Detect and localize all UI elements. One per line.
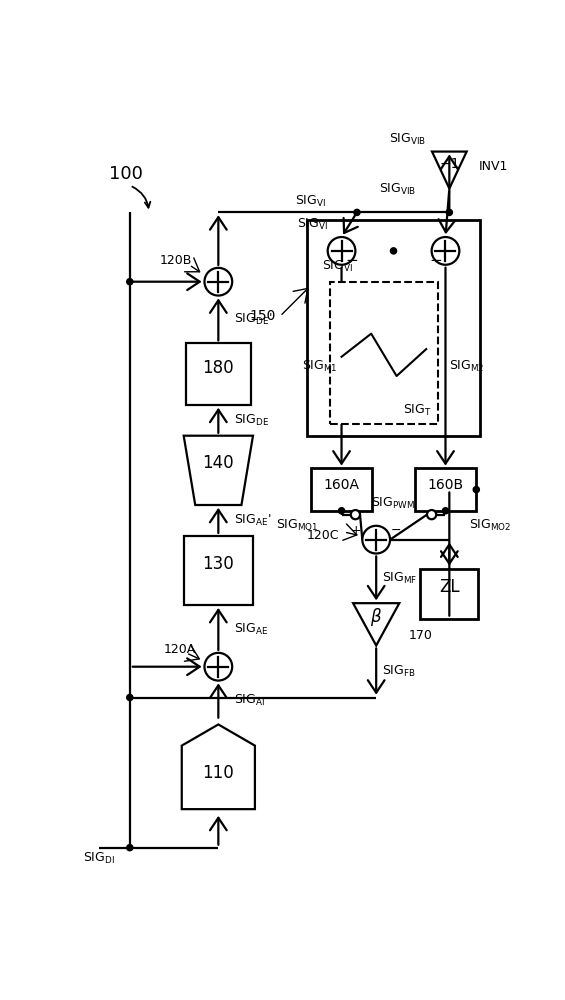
Text: −: − <box>429 253 442 268</box>
Text: SIG$_\mathregular{MO1}$: SIG$_\mathregular{MO1}$ <box>276 518 319 533</box>
Bar <box>311 468 372 511</box>
Circle shape <box>351 510 360 519</box>
Text: 150: 150 <box>250 309 276 323</box>
Circle shape <box>432 237 459 265</box>
Bar <box>415 468 476 511</box>
Text: 120B: 120B <box>160 254 192 267</box>
Circle shape <box>427 510 436 519</box>
Bar <box>330 282 438 424</box>
Text: INV1: INV1 <box>479 160 508 173</box>
Circle shape <box>473 487 479 493</box>
Circle shape <box>205 653 232 681</box>
Text: SIG$_\mathregular{DE}$: SIG$_\mathregular{DE}$ <box>234 413 269 428</box>
Text: −: − <box>345 253 358 268</box>
Text: SIG$_\mathregular{M1}$: SIG$_\mathregular{M1}$ <box>302 359 338 374</box>
Text: 180: 180 <box>202 359 234 377</box>
Text: 170: 170 <box>408 629 432 642</box>
Text: SIG$_\mathregular{PWM}$: SIG$_\mathregular{PWM}$ <box>371 496 415 511</box>
Circle shape <box>362 526 390 554</box>
Text: SIG$_\mathregular{VI}$: SIG$_\mathregular{VI}$ <box>322 259 353 274</box>
Polygon shape <box>353 603 399 646</box>
Text: 140: 140 <box>202 454 234 472</box>
Text: $\beta$: $\beta$ <box>370 606 383 628</box>
Text: 120C: 120C <box>307 529 339 542</box>
Polygon shape <box>184 436 253 505</box>
Polygon shape <box>182 724 255 809</box>
Circle shape <box>390 248 397 254</box>
Text: SIG$_\mathregular{DI}$: SIG$_\mathregular{DI}$ <box>83 851 115 866</box>
Bar <box>186 343 251 405</box>
Circle shape <box>446 209 453 215</box>
Circle shape <box>127 694 133 701</box>
Text: −: − <box>391 524 402 537</box>
Text: SIG$_\mathregular{VIB}$: SIG$_\mathregular{VIB}$ <box>379 182 416 197</box>
Text: SIG$_\mathregular{AE}$': SIG$_\mathregular{AE}$' <box>234 513 271 528</box>
Text: 120A: 120A <box>164 643 196 656</box>
Text: 160B: 160B <box>428 478 463 492</box>
Text: SIG$_\mathregular{FB}$: SIG$_\mathregular{FB}$ <box>383 664 416 679</box>
Circle shape <box>442 508 449 514</box>
Text: 100: 100 <box>109 165 143 183</box>
Bar <box>420 569 478 619</box>
Text: SIG$_\mathregular{MF}$: SIG$_\mathregular{MF}$ <box>383 571 418 586</box>
Circle shape <box>328 237 355 265</box>
Text: 130: 130 <box>202 555 234 573</box>
Text: SIG$_\mathregular{M2}$: SIG$_\mathregular{M2}$ <box>449 359 485 374</box>
Text: +: + <box>351 524 362 537</box>
Polygon shape <box>432 152 467 189</box>
Text: SIG$_\mathregular{VIB}$: SIG$_\mathregular{VIB}$ <box>389 132 426 147</box>
Bar <box>307 220 480 436</box>
Text: ZL: ZL <box>439 578 460 596</box>
Text: 110: 110 <box>202 764 234 782</box>
Circle shape <box>127 279 133 285</box>
Text: 160A: 160A <box>324 478 359 492</box>
Text: SIG$_\mathregular{VI}$: SIG$_\mathregular{VI}$ <box>297 217 328 232</box>
Text: SIG$_\mathregular{MO2}$: SIG$_\mathregular{MO2}$ <box>468 518 511 533</box>
Circle shape <box>205 268 232 296</box>
Text: SIG$_\mathregular{T}$: SIG$_\mathregular{T}$ <box>403 403 432 418</box>
Text: SIG$_\mathregular{AE}$: SIG$_\mathregular{AE}$ <box>234 621 268 637</box>
Bar <box>184 536 253 605</box>
Text: SIG$_\mathregular{AI}$: SIG$_\mathregular{AI}$ <box>234 693 265 708</box>
Text: −1: −1 <box>439 157 459 171</box>
Text: SIG$_\mathregular{VI}$: SIG$_\mathregular{VI}$ <box>295 194 327 209</box>
Circle shape <box>354 209 360 215</box>
Text: SIG$_\mathregular{DE}$': SIG$_\mathregular{DE}$' <box>234 312 272 327</box>
Circle shape <box>127 845 133 851</box>
Circle shape <box>338 508 345 514</box>
